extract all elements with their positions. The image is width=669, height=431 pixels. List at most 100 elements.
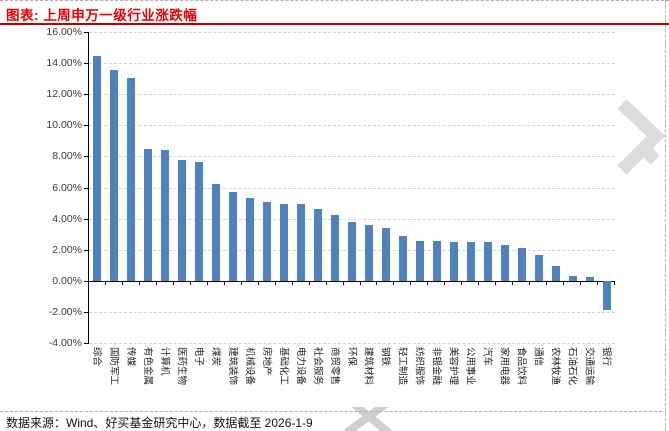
x-category-label: 电子	[193, 347, 205, 367]
x-category-label: 公用事业	[464, 347, 476, 386]
bar-交通运输	[585, 276, 594, 281]
y-axis-tick	[84, 280, 89, 282]
y-axis-tick	[84, 187, 89, 189]
bar-轻工制造	[398, 235, 407, 281]
x-label-slot: 国防军工	[105, 347, 122, 405]
y-tick-label: -4.00%	[48, 337, 82, 349]
y-tick-label: 0.00%	[52, 274, 82, 287]
x-label-slot: 通信	[529, 347, 546, 405]
bar-传媒	[127, 77, 136, 281]
x-label-slot: 医药生物	[173, 347, 190, 405]
bar-slot	[157, 32, 174, 343]
bar-汽车	[483, 241, 492, 281]
bar-钢铁	[381, 227, 390, 281]
bar-slot	[513, 32, 531, 343]
bar-环保	[348, 221, 357, 281]
bar-slot	[327, 32, 344, 343]
bar-slot	[225, 32, 242, 343]
bar-电子	[195, 161, 204, 281]
y-axis-tick	[84, 94, 89, 96]
x-category-label: 食品饮料	[515, 347, 527, 386]
bar-美容护理	[449, 241, 458, 281]
bar-slot	[276, 32, 293, 343]
gridline	[89, 94, 615, 96]
y-tick-label: 16.00%	[46, 26, 82, 38]
figure-border-top	[0, 0, 669, 1]
bar-slot	[208, 32, 225, 343]
x-label-slot: 轻工制造	[393, 347, 410, 405]
bar-社会服务	[314, 209, 323, 281]
x-axis-tick	[189, 280, 191, 285]
bar-国防军工	[110, 70, 119, 281]
x-category-label: 环保	[345, 347, 357, 367]
gridline	[89, 311, 615, 313]
x-axis-tick	[308, 280, 310, 285]
y-axis-tick	[84, 156, 89, 158]
bar-食品饮料	[517, 248, 526, 281]
bar-slot	[174, 32, 191, 343]
x-category-label: 电力设备	[294, 347, 306, 386]
x-label-slot: 计算机	[156, 347, 173, 405]
y-tick-label: 12.00%	[46, 88, 82, 101]
x-label-slot: 社会服务	[309, 347, 326, 405]
bar-基础化工	[280, 203, 289, 281]
y-axis-tick	[84, 311, 89, 313]
x-category-label: 建筑材料	[362, 347, 374, 386]
bar-slot	[344, 32, 361, 343]
bar-建筑材料	[364, 224, 373, 281]
y-axis-tick	[84, 32, 89, 33]
x-axis-tick	[614, 280, 616, 285]
chart-title: 图表: 上周申万一级行业涨跌幅	[6, 8, 198, 23]
x-axis-tick	[580, 280, 582, 285]
x-axis-tick	[529, 280, 531, 285]
gridline	[89, 218, 615, 220]
y-tick-label: 4.00%	[52, 212, 82, 225]
bar-银行	[602, 280, 611, 311]
x-category-label: 基础化工	[277, 347, 289, 386]
x-category-label: 综合	[91, 347, 103, 367]
bar-slot	[581, 32, 599, 343]
x-axis-tick	[461, 280, 463, 285]
bar-slot	[191, 32, 208, 343]
x-label-slot: 建筑装饰	[224, 347, 241, 405]
x-label-slot: 环保	[343, 347, 360, 405]
bar-医药生物	[178, 159, 187, 281]
bar-slot	[89, 32, 106, 343]
x-category-label: 家用电器	[498, 347, 510, 386]
x-axis-tick	[512, 280, 514, 285]
source-note: 数据来源：Wind、好买基金研究中心，数据截至 2026-1-9	[6, 416, 313, 430]
x-label-slot: 非银金融	[427, 347, 444, 405]
x-category-label: 汽车	[481, 347, 493, 367]
x-category-label: 房地产	[260, 347, 272, 376]
y-tick-label: 2.00%	[52, 243, 82, 256]
bar-slot	[377, 32, 395, 343]
bar-slot	[496, 32, 514, 343]
title-rule	[0, 23, 669, 25]
x-label-slot: 银行	[597, 347, 614, 405]
x-category-label: 非银金融	[430, 347, 442, 386]
y-tick-label: 6.00%	[52, 181, 82, 194]
y-axis-tick	[84, 63, 89, 65]
bar-家用电器	[500, 245, 509, 281]
gridline	[89, 32, 615, 33]
watermark-chevron-icon	[617, 100, 666, 175]
x-category-label: 农林牧渔	[549, 347, 561, 386]
x-axis-tick	[410, 280, 412, 285]
bar-slot	[140, 32, 157, 343]
x-axis-tick	[138, 280, 140, 285]
x-category-label: 轻工制造	[396, 347, 408, 386]
y-axis-tick	[84, 249, 89, 251]
x-category-label: 建筑装饰	[226, 347, 238, 386]
bar-slot	[394, 32, 412, 343]
x-axis-tick	[342, 280, 344, 285]
x-category-label: 美容护理	[447, 347, 459, 386]
x-axis-tick	[257, 280, 259, 285]
bar-slot	[598, 32, 616, 343]
bar-机械设备	[246, 198, 255, 281]
x-label-slot: 建筑材料	[360, 347, 377, 405]
x-label-slot: 综合	[88, 347, 105, 405]
bar-非银金融	[432, 241, 441, 281]
x-label-slot: 钢铁	[376, 347, 393, 405]
x-axis-tick	[172, 280, 174, 285]
x-category-label: 石油石化	[566, 347, 578, 386]
